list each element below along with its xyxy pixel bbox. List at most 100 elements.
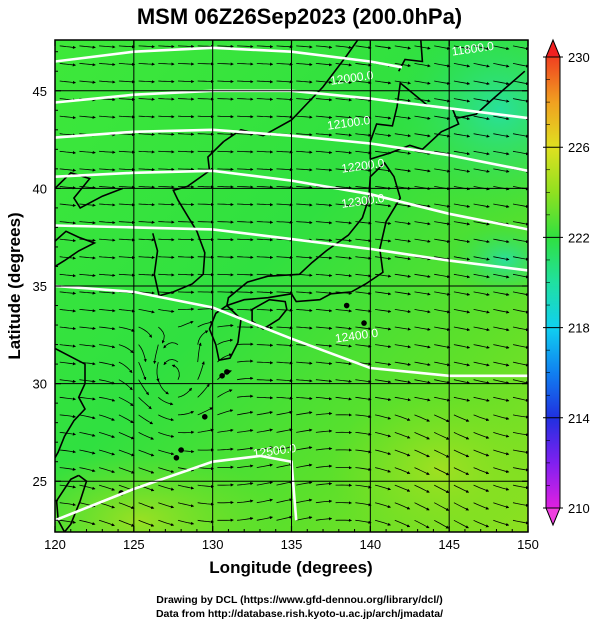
wind-arrow <box>414 45 431 50</box>
wind-arrow <box>217 132 234 136</box>
wind-arrow <box>355 168 372 172</box>
wind-arrow <box>394 256 412 261</box>
wind-arrow <box>256 396 274 400</box>
wind-arrow <box>375 379 392 384</box>
wind-arrow <box>79 168 96 172</box>
wind-arrow <box>394 467 411 474</box>
wind-arrow <box>276 185 293 189</box>
wind-arrow <box>473 133 490 138</box>
wind-arrow <box>158 414 175 422</box>
wind-arrow <box>335 309 353 313</box>
wind-arrow <box>59 45 77 49</box>
wind-arrow <box>453 467 470 475</box>
wind-arrow <box>414 432 430 440</box>
wind-arrow <box>237 220 254 224</box>
wind-arrow <box>276 396 293 400</box>
wind-arrow <box>158 167 175 172</box>
wind-arrow <box>493 168 510 173</box>
wind-arrow <box>158 309 175 313</box>
wind-arrow <box>453 326 471 332</box>
wind-arrow <box>453 238 471 244</box>
wind-arrow <box>473 484 490 492</box>
wind-arrow <box>197 132 215 136</box>
wind-arrow <box>375 80 392 85</box>
wind-arrow <box>434 432 450 440</box>
wind-arrow <box>138 432 154 440</box>
island-6 <box>219 373 225 379</box>
wind-arrow <box>375 221 392 225</box>
wind-arrow <box>197 167 215 171</box>
wind-arrow <box>118 519 135 527</box>
wind-arrow <box>394 221 412 226</box>
wind-arrow <box>197 185 215 189</box>
wind-arrow <box>79 467 96 473</box>
wind-arrow <box>177 97 195 101</box>
x-tick-label-3: 135 <box>281 537 303 552</box>
wind-arrow <box>493 414 510 420</box>
wind-arrow <box>374 519 392 526</box>
wind-arrow <box>177 79 195 84</box>
wind-arrow <box>453 168 471 173</box>
wind-arrow <box>315 45 333 49</box>
wind-arrow <box>355 221 372 225</box>
wind-arrow <box>217 273 234 277</box>
wind-arrow <box>473 326 490 332</box>
x-tick-label-5: 145 <box>438 537 460 552</box>
wind-arrow <box>434 45 451 50</box>
wind-arrow <box>434 502 450 511</box>
wind-arrow <box>355 502 372 507</box>
wind-arrow <box>79 432 96 437</box>
wind-arrow <box>79 185 96 190</box>
wind-arrow <box>434 238 451 243</box>
colorbar-tick-label-2: 222 <box>568 230 590 245</box>
axis-ticks: 120 125 130 135 140 145 150 25 30 35 40 45 <box>33 40 539 552</box>
colorbar-tick-label-4: 214 <box>568 411 590 426</box>
wind-arrow <box>177 150 195 154</box>
wind-arrow <box>434 133 451 138</box>
wind-arrow <box>453 449 470 458</box>
wind-arrow <box>158 62 175 66</box>
wind-arrow <box>512 449 528 454</box>
wind-arrow <box>217 167 234 171</box>
wind-arrow <box>163 359 179 366</box>
wind-arrow <box>414 80 431 85</box>
wind-arrow <box>99 273 116 277</box>
wind-arrow <box>493 98 510 103</box>
x-tick-label-4: 140 <box>359 537 381 552</box>
wind-arrow <box>434 449 450 458</box>
wind-arrow <box>276 115 293 119</box>
wind-arrow <box>177 255 195 259</box>
wind-arrow <box>315 361 333 366</box>
wind-arrow <box>473 203 490 208</box>
wind-arrow <box>315 447 333 451</box>
wind-arrow <box>256 290 274 295</box>
wind-arrow <box>197 320 214 328</box>
wind-arrow <box>473 221 490 226</box>
wind-arrow <box>375 467 392 473</box>
wind-arrow <box>177 519 195 525</box>
wind-arrow <box>473 309 490 314</box>
wind-arrow <box>197 428 214 433</box>
wind-arrow <box>138 132 155 137</box>
wind-arrow <box>473 361 490 367</box>
wind-arrow <box>118 361 133 374</box>
wind-arrow <box>512 150 528 156</box>
wind-arrow <box>512 432 528 437</box>
wind-arrow <box>138 309 155 314</box>
wind-arrow <box>276 326 293 330</box>
island-1 <box>178 447 184 453</box>
wind-arrow <box>197 519 215 524</box>
wind-arrow <box>394 150 412 155</box>
wind-arrow <box>158 238 175 242</box>
wind-arrow <box>99 115 116 119</box>
wind-arrow <box>355 150 372 155</box>
wind-arrow <box>79 80 96 84</box>
colorbar: 230 226 222 218 214 210 <box>543 38 590 527</box>
wind-arrow <box>315 115 333 119</box>
wind-arrow <box>217 338 234 345</box>
wind-arrow <box>237 290 254 295</box>
island-4 <box>361 320 367 326</box>
wind-arrow <box>296 361 313 365</box>
wind-arrow <box>118 80 136 84</box>
wind-arrow <box>453 63 471 68</box>
